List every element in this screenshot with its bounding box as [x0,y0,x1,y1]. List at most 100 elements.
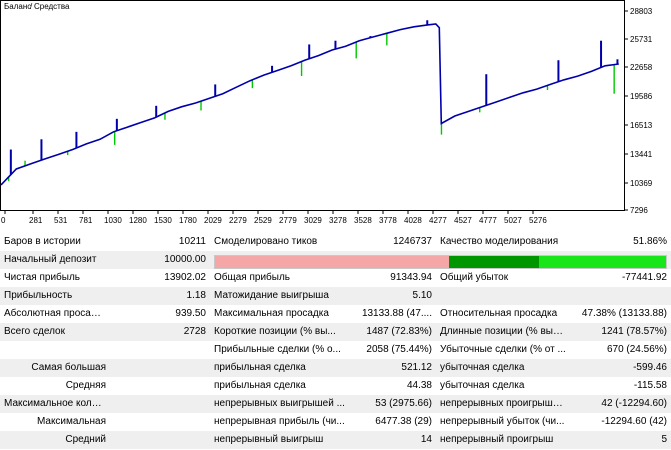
metric-label: убыточная сделка [436,359,570,377]
metric-value: 1241 (78.57%) [570,323,671,341]
metric-value: 53 (2975.66) [354,395,436,413]
metric-value: 521.12 [354,359,436,377]
x-tick-label: 1280 [129,216,147,225]
x-tick-label: 2029 [204,216,222,225]
y-tick-label: 22658 [630,63,653,72]
x-tick-label: 4277 [429,216,447,225]
metric-value: 2058 (75.44%) [354,341,436,359]
x-tick-label: 3029 [304,216,322,225]
x-tick-label: 2779 [279,216,297,225]
metric-label [436,287,570,305]
quality-bar-segment [539,255,666,268]
x-tick-label: 3278 [329,216,347,225]
x-tick-label: 3528 [354,216,372,225]
metric-label: Максимальная просадка [210,305,354,323]
metric-label: Средний [0,431,110,449]
metric-label: Чистая прибыль [0,269,110,287]
modelling-quality-bar [214,254,667,269]
metric-value: -599.46 [570,359,671,377]
metric-value: 51.86% [570,233,671,251]
metric-label: непрерывный убыток (чи... [436,413,570,431]
metric-value: 5.10 [354,287,436,305]
metric-value [110,341,210,359]
y-tick-label: 25731 [630,35,653,44]
metric-label: прибыльная сделка [210,359,354,377]
legend-separator: / [30,2,33,11]
report-row: Максимальное количество непрерывных выигр… [0,395,671,413]
metric-value: -12294.60 (42) [570,413,671,431]
metric-label: непрерывных выигрышей ... [210,395,354,413]
y-tick-label: 28803 [630,7,653,16]
metric-label: Матожидание выигрыша [210,287,354,305]
metric-label: непрерывный выигрыш [210,431,354,449]
x-tick-label: 1780 [179,216,197,225]
x-tick-label: 781 [79,216,93,225]
metric-value: 42 (-12294.60) [570,395,671,413]
metric-value: -115.58 [570,377,671,395]
metric-value: 1246737 [354,233,436,251]
balance-chart: Баланс Средства/ 28803 25731 22658 19586 1651… [0,0,653,225]
metric-value: 13902.02 [110,269,210,287]
metric-value: 13133.88 (47.... [354,305,436,323]
metric-label: Абсолютная просадка [0,305,110,323]
metric-value: 670 (24.56%) [570,341,671,359]
report-row: Всего сделок 2728 Короткие позиции (% вы..… [0,323,671,341]
report-row: Абсолютная просадка 939.50 Максимальная пр… [0,305,671,323]
metric-value [570,287,671,305]
metric-label: Длинные позиции (% выи... [436,323,570,341]
x-tick-label: 4028 [404,216,422,225]
metric-value: 939.50 [110,305,210,323]
x-tick-label: 3778 [379,216,397,225]
metric-value: 2728 [110,323,210,341]
metric-label: убыточная сделка [436,377,570,395]
x-tick-label: 2279 [229,216,247,225]
x-tick-label: 4777 [479,216,497,225]
metric-label: Убыточные сделки (% от ... [436,341,570,359]
metric-value: 1.18 [110,287,210,305]
metric-label: Качество моделирования [436,233,570,251]
metric-value [110,377,210,395]
balance-line [0,23,619,186]
x-axis: 0 281 531 781 1030 1280 1530 1780 2029 2279 2529 27… [1,210,547,225]
x-tick-label: 531 [54,216,68,225]
metric-label: Баров в истории [0,233,110,251]
metric-label: Начальный депозит [0,251,110,269]
report-row: Баров в истории 10211 Смоделировано тиков 1… [0,233,671,251]
metric-value: -77441.92 [570,269,671,287]
report-table: Баров в истории 10211 Смоделировано тиков 1… [0,233,671,449]
x-tick-label: 2529 [254,216,272,225]
report-row: Средняя прибыльная сделка 44.38 убыточная с… [0,377,671,395]
x-tick-label: 5276 [529,216,547,225]
report-row: Максимальная непрерывная прибыль (чи... 64… [0,413,671,431]
metric-label: непрерывный проигрыш [436,431,570,449]
metric-label: Короткие позиции (% вы... [210,323,354,341]
y-tick-label: 16513 [630,121,653,130]
x-tick-label: 5027 [504,216,522,225]
metric-label: прибыльная сделка [210,377,354,395]
report-row: Прибыльные сделки (% о... 2058 (75.44%) Уб… [0,341,671,359]
modelling-quality-bar-cell [210,251,671,269]
metric-label: Общая прибыль [210,269,354,287]
metric-value: 44.38 [354,377,436,395]
report-row: Средний непрерывный выигрыш 14 непрерывный … [0,431,671,449]
metric-value: 10211 [110,233,210,251]
report-row: Прибыльность 1.18 Матожидание выигрыша 5.10 [0,287,671,305]
x-tick-label: 1530 [154,216,172,225]
report-row: Начальный депозит 10000.00 [0,251,671,269]
quality-bar-segment [215,255,449,268]
metric-label: Средняя [0,377,110,395]
y-tick-label: 13441 [630,150,653,159]
balance-series [0,20,619,186]
metric-value: 1487 (72.83%) [354,323,436,341]
y-axis: 28803 25731 22658 19586 16513 13441 10369 7296 [624,7,653,215]
metric-label: Самая большая [0,359,110,377]
metric-value: 14 [354,431,436,449]
metric-value [110,431,210,449]
y-tick-label: 19586 [630,92,653,101]
legend-equity: Средства [34,2,70,11]
metric-label: непрерывных проигрыше... [436,395,570,413]
metric-value [110,395,210,413]
report-row: Чистая прибыль 13902.02 Общая прибыль 91343… [0,269,671,287]
plot-area [0,0,625,211]
metric-label: непрерывная прибыль (чи... [210,413,354,431]
